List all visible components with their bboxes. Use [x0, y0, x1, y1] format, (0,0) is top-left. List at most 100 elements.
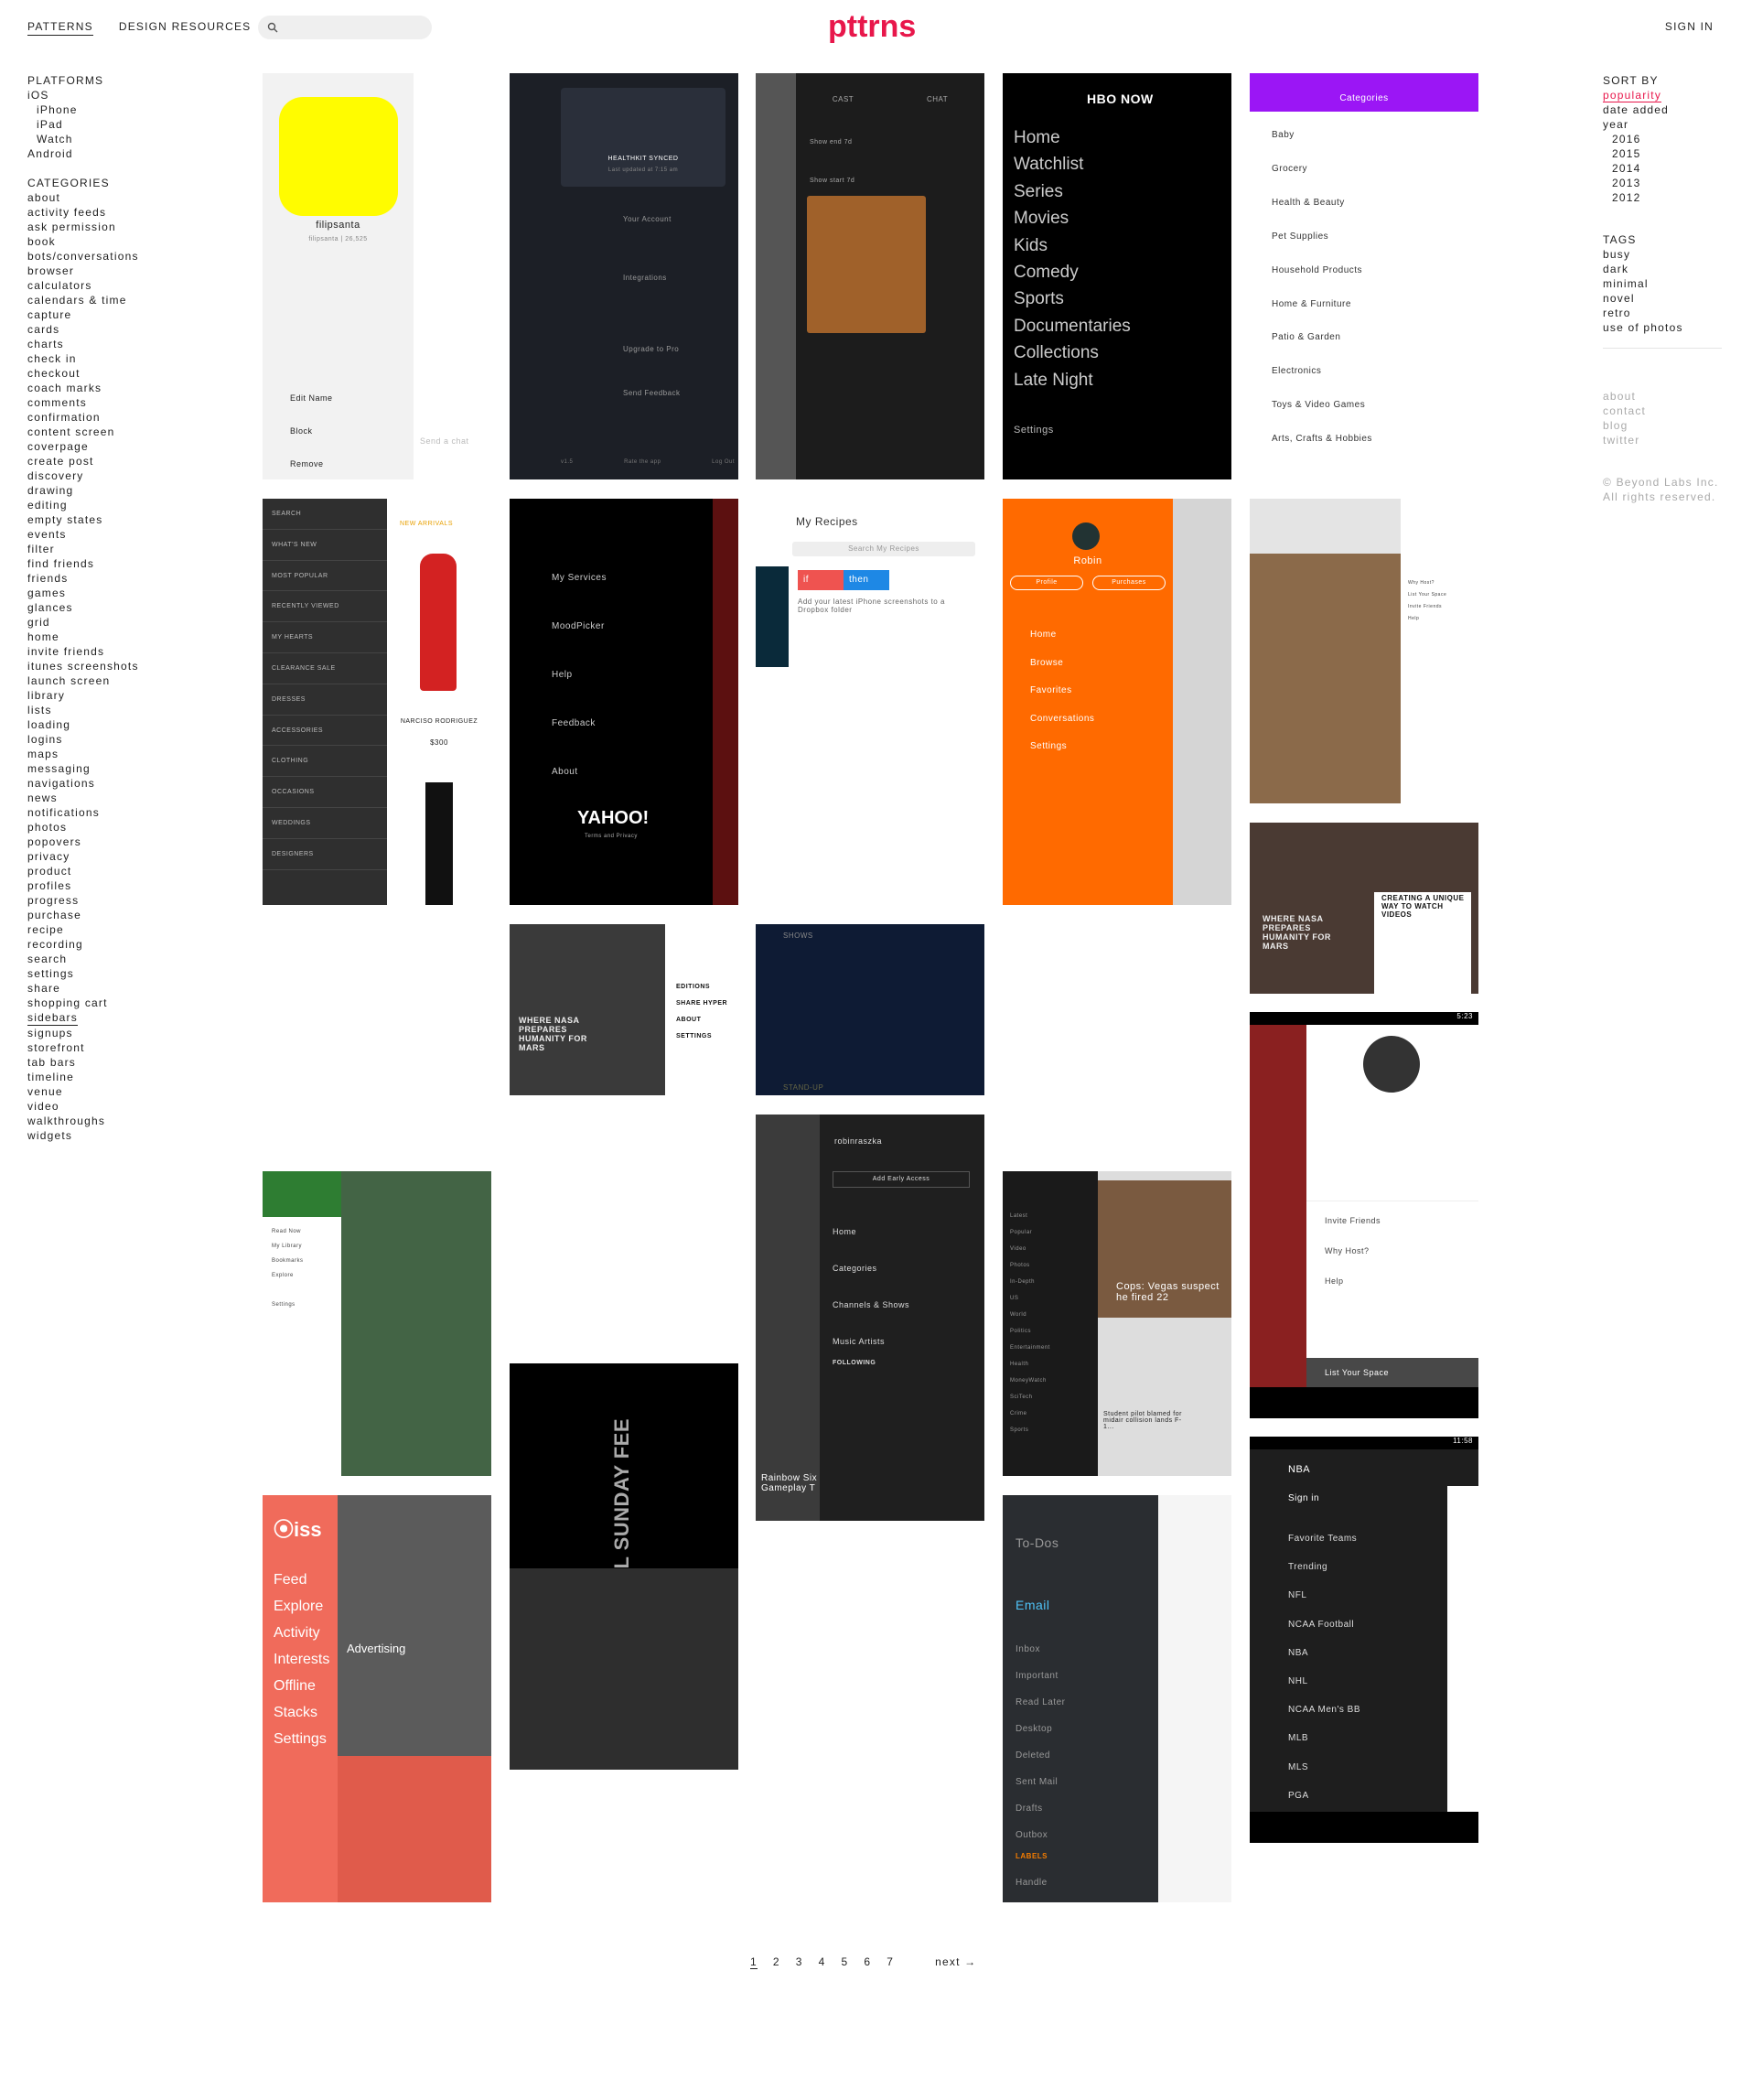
tag-busy[interactable]: busy: [1603, 248, 1631, 261]
tile-sidebar-news[interactable]: Read Now My Library Bookmarks Explore Settin…: [263, 1171, 491, 1476]
catlist-item[interactable]: empty states: [27, 513, 103, 526]
hbolist-item[interactable]: Comedy: [1014, 263, 1079, 283]
snap-block[interactable]: Block: [290, 426, 313, 436]
todolist-item[interactable]: Sent Mail: [1016, 1777, 1059, 1787]
tile-snapchat[interactable]: filipsanta filipsanta | 26,525 Edit Name…: [263, 73, 491, 479]
catlist-item[interactable]: browser: [27, 264, 75, 277]
health-logout[interactable]: Log Out: [712, 459, 735, 465]
catlist-item[interactable]: confirmation: [27, 411, 101, 424]
issuulist-item[interactable]: Stacks: [274, 1705, 318, 1720]
catlist-item[interactable]: drawing: [27, 484, 74, 497]
latestlist-item[interactable]: Latest: [1010, 1213, 1028, 1219]
feed-cta[interactable]: Add Early Access: [833, 1171, 970, 1188]
platform-iphone[interactable]: iPhone: [37, 103, 78, 116]
catlist-item[interactable]: progress: [27, 894, 80, 907]
hbolist-item[interactable]: Kids: [1014, 235, 1048, 255]
catlist-item[interactable]: discovery: [27, 469, 84, 482]
catlist-item[interactable]: charts: [27, 338, 64, 350]
next-page-link[interactable]: next →: [935, 1955, 977, 1968]
hbolist-item[interactable]: Movies: [1014, 209, 1069, 229]
feedlist-item[interactable]: Home: [833, 1227, 857, 1236]
latestlist-item[interactable]: SciTech: [1010, 1395, 1033, 1400]
catlist-item[interactable]: video: [27, 1100, 59, 1113]
issuulist-item[interactable]: Activity: [274, 1625, 320, 1641]
health-rate[interactable]: Rate the app: [624, 459, 661, 465]
robinlist-item[interactable]: Favorites: [1030, 685, 1072, 695]
catlist-item[interactable]: shopping cart: [27, 996, 108, 1009]
catslist-item[interactable]: Home & Furniture: [1272, 298, 1351, 309]
nbalist-item[interactable]: NCAA Football: [1288, 1619, 1355, 1630]
catlist-item[interactable]: content screen: [27, 425, 115, 438]
catlist-item[interactable]: friends: [27, 572, 69, 585]
host-list-space[interactable]: List Your Space: [1306, 1358, 1478, 1387]
year-2015[interactable]: 2015: [1612, 147, 1641, 160]
catlist-item[interactable]: comments: [27, 396, 87, 409]
latestlist-item[interactable]: Politics: [1010, 1329, 1032, 1334]
catlist-item[interactable]: privacy: [27, 850, 70, 863]
catlist-item[interactable]: popovers: [27, 835, 81, 848]
tag-retro[interactable]: retro: [1603, 307, 1631, 319]
email-title[interactable]: Email: [1016, 1598, 1050, 1612]
robinlist-item[interactable]: Settings: [1030, 741, 1068, 751]
catlist-item[interactable]: launch screen: [27, 674, 111, 687]
tile-robin[interactable]: Robin Profile Purchases Home Browse Favori…: [1003, 499, 1231, 905]
footer-blog[interactable]: blog: [1603, 419, 1628, 432]
tile-fashion[interactable]: SEARCH WHAT'S NEW MOST POPULAR RECENTLY VIE…: [263, 499, 491, 905]
robinlist-item[interactable]: Conversations: [1030, 713, 1095, 724]
catlist-item[interactable]: glances: [27, 601, 73, 614]
latestlist-item[interactable]: Popular: [1010, 1230, 1033, 1235]
todolist-item[interactable]: Drafts: [1016, 1804, 1043, 1814]
catlist-item[interactable]: events: [27, 528, 67, 541]
footer-contact[interactable]: contact: [1603, 404, 1647, 417]
latestlist-item[interactable]: MoneyWatch: [1010, 1378, 1047, 1384]
catslist-item[interactable]: Patio & Garden: [1272, 332, 1341, 343]
hbolist-item[interactable]: Series: [1014, 181, 1063, 201]
tile-latest[interactable]: Latest Popular Video Photos In-Depth US World P…: [1003, 1171, 1231, 1476]
tile-host[interactable]: 5:23 Invite Friends Why Host? Help List …: [1250, 1012, 1478, 1418]
catlist-item[interactable]: recording: [27, 938, 83, 951]
tile-vessel[interactable]: robinraszka Add Early Access Home Categor…: [756, 1115, 984, 1521]
yahoo-terms[interactable]: Terms and Privacy: [585, 834, 638, 839]
page-7[interactable]: 7: [887, 1955, 895, 1968]
tag-novel[interactable]: novel: [1603, 292, 1635, 305]
nbalist-item[interactable]: NFL: [1288, 1590, 1307, 1601]
nbalist-item[interactable]: NCAA Men's BB: [1288, 1705, 1360, 1716]
recipes-search[interactable]: Search My Recipes: [792, 542, 975, 556]
catslist-item[interactable]: Household Products: [1272, 264, 1363, 275]
todolist-item[interactable]: Inbox: [1016, 1644, 1040, 1654]
sort-year[interactable]: year: [1603, 118, 1629, 131]
fashionmenu-item[interactable]: WHAT'S NEW: [263, 530, 387, 561]
fashionmenu-item[interactable]: MY HEARTS: [263, 622, 387, 653]
issuulist-item[interactable]: Explore: [274, 1599, 324, 1614]
host-help[interactable]: Help: [1325, 1276, 1344, 1286]
catlist-item[interactable]: recipe: [27, 923, 64, 936]
year-2012[interactable]: 2012: [1612, 191, 1641, 204]
fashionmenu-item[interactable]: MOST POPULAR: [263, 561, 387, 592]
catlist-item[interactable]: notifications: [27, 806, 100, 819]
fashionmenu-item[interactable]: ACCESSORIES: [263, 716, 387, 747]
tile-hbo[interactable]: HBO NOW Home Watchlist Series Movies Kids Com…: [1003, 73, 1231, 479]
sort-popularity[interactable]: popularity: [1603, 89, 1662, 102]
nbalist-item[interactable]: PGA: [1288, 1790, 1309, 1801]
page-1[interactable]: 1: [750, 1955, 758, 1969]
nbalist-item[interactable]: MLS: [1288, 1761, 1309, 1772]
catlist-item[interactable]: cards: [27, 323, 60, 336]
catlist-item[interactable]: maps: [27, 748, 59, 760]
tile-cast[interactable]: CAST CHAT Show end 7d Show start 7d: [756, 73, 984, 479]
catlist-item[interactable]: bots/conversations: [27, 250, 139, 263]
nasa1-settings[interactable]: SETTINGS: [676, 1033, 713, 1039]
year-2014[interactable]: 2014: [1612, 162, 1641, 175]
tile-healthkit[interactable]: HEALTHKIT SYNCED Last updated at 7:15 am…: [510, 73, 738, 479]
catslist-item[interactable]: Grocery: [1272, 163, 1308, 174]
todolist-item[interactable]: Important: [1016, 1671, 1059, 1681]
catlist-item[interactable]: lists: [27, 704, 52, 716]
nbalist-item[interactable]: NBA: [1288, 1647, 1309, 1658]
todolist-item[interactable]: Read Later: [1016, 1697, 1066, 1707]
catlist-item[interactable]: timeline: [27, 1071, 74, 1083]
footer-about[interactable]: about: [1603, 390, 1637, 403]
catlist-item[interactable]: library: [27, 689, 66, 702]
catlist-item[interactable]: coverpage: [27, 440, 89, 453]
fashionmenu-item[interactable]: RECENTLY VIEWED: [263, 591, 387, 623]
tile-yahoo[interactable]: My Services MoodPicker Help Feedback About Y…: [510, 499, 738, 905]
snap-edit-name[interactable]: Edit Name: [290, 393, 333, 403]
